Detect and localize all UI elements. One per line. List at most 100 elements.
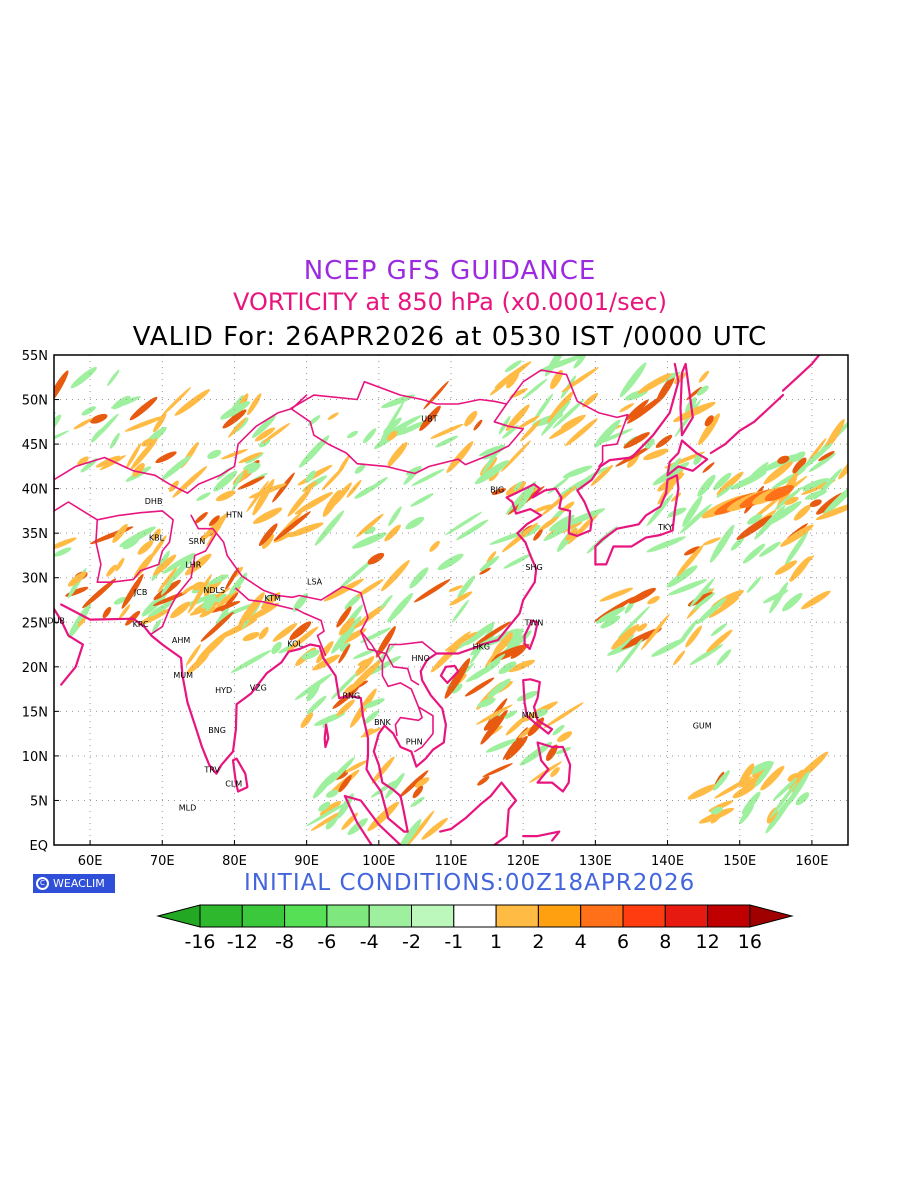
vorticity-blob xyxy=(617,605,651,639)
vorticity-blob xyxy=(338,617,355,636)
vorticity-blob xyxy=(379,594,393,610)
legend-swatch xyxy=(411,904,455,928)
vorticity-blob xyxy=(516,690,539,702)
vorticity-blob xyxy=(503,553,533,569)
vorticity-blob xyxy=(482,763,513,778)
vorticity-blob xyxy=(683,546,701,556)
legend-swatch xyxy=(326,904,370,928)
vorticity-blob xyxy=(739,805,754,825)
city-label-dub: DUB xyxy=(47,616,65,625)
lon-tick-label: 80E xyxy=(222,854,247,869)
vorticity-blob xyxy=(668,579,708,596)
vorticity-blob xyxy=(429,540,440,552)
vorticity-blob xyxy=(124,415,165,432)
vorticity-blob xyxy=(345,760,368,773)
vorticity-blob xyxy=(474,460,509,485)
vorticity-blob xyxy=(81,406,96,416)
vorticity-blob xyxy=(228,572,248,596)
vorticity-blob xyxy=(82,578,117,609)
vorticity-blob xyxy=(494,361,532,389)
vorticity-blob xyxy=(375,626,396,658)
lon-tick-label: 110E xyxy=(434,854,467,869)
vorticity-blob xyxy=(697,474,716,497)
lat-lon-grid xyxy=(54,355,848,845)
country-border xyxy=(95,510,174,583)
vorticity-blob xyxy=(709,524,735,563)
vorticity-blob xyxy=(557,731,573,743)
vorticity-blob xyxy=(808,452,836,473)
city-label-dhb: DHB xyxy=(145,497,163,506)
legend-arrow-high xyxy=(749,904,794,928)
vorticity-blob xyxy=(183,593,217,608)
vorticity-blob xyxy=(689,644,724,666)
vorticity-blob xyxy=(538,355,583,373)
vorticity-blob xyxy=(627,453,640,468)
vorticity-blob xyxy=(706,629,733,653)
lat-tick-label: 10N xyxy=(22,750,48,765)
vorticity-blob xyxy=(801,590,831,610)
vorticity-blob xyxy=(354,464,366,474)
vorticity-blob xyxy=(505,404,530,431)
vorticity-blob xyxy=(656,375,675,403)
vorticity-blob xyxy=(126,443,142,469)
country-border xyxy=(385,652,420,686)
city-label-mum: MUM xyxy=(173,671,193,680)
vorticity-blob xyxy=(367,801,400,832)
lat-tick-label: 30N xyxy=(22,572,48,587)
vorticity-blob xyxy=(161,455,191,481)
vorticity-blob xyxy=(121,573,144,609)
vorticity-blob xyxy=(411,468,445,486)
vorticity-blob xyxy=(619,627,662,650)
lon-tick-label: 60E xyxy=(78,854,103,869)
vorticity-blob xyxy=(147,600,174,618)
vorticity-blob xyxy=(325,814,339,830)
vorticity-blob xyxy=(765,501,802,526)
coastline xyxy=(666,439,709,477)
vorticity-blob xyxy=(365,477,388,494)
vorticity-blob xyxy=(54,414,62,443)
vorticity-blob xyxy=(397,819,422,845)
vorticity-blob xyxy=(371,756,395,784)
vorticity-blob xyxy=(473,653,506,680)
vorticity-blob xyxy=(351,532,387,549)
vorticity-blob xyxy=(804,489,827,500)
vorticity-blob xyxy=(414,777,430,788)
vorticity-blob xyxy=(251,415,276,439)
country-border xyxy=(505,369,629,468)
vorticity-blob xyxy=(626,394,666,424)
vorticity-blob xyxy=(305,470,316,483)
vorticity-blob xyxy=(473,419,483,431)
axis-ticks: 60E 70E 80E 90E 100E 110E 120E 130E 140E 150E 160E… xyxy=(22,349,829,869)
vorticity-blob xyxy=(350,688,377,728)
lat-tick-label: 55N xyxy=(22,349,48,364)
vorticity-blob xyxy=(412,785,424,799)
country-border xyxy=(360,630,387,664)
vorticity-blob xyxy=(347,818,368,836)
vorticity-blob xyxy=(540,400,571,436)
city-label-gum: GUM xyxy=(693,722,712,731)
vorticity-blob xyxy=(780,524,814,547)
vorticity-blob xyxy=(405,810,435,845)
vorticity-blob xyxy=(137,540,154,555)
vorticity-blob xyxy=(396,420,428,436)
vorticity-blob xyxy=(338,558,375,590)
vorticity-blob xyxy=(273,511,311,542)
vorticity-blob xyxy=(208,574,229,585)
vorticity-blob xyxy=(362,728,374,738)
vorticity-blob xyxy=(170,601,191,619)
vorticity-blob xyxy=(640,613,670,651)
legend-swatch xyxy=(495,904,539,928)
vorticity-blob xyxy=(220,401,251,420)
vorticity-blob xyxy=(205,595,216,612)
vorticity-blob xyxy=(288,522,324,538)
vorticity-blob xyxy=(152,591,189,607)
vorticity-blob xyxy=(774,560,798,575)
vorticity-blob xyxy=(448,585,463,592)
legend-label: 8 xyxy=(659,931,671,953)
vorticity-blob xyxy=(492,632,513,657)
city-label-lsa: LSA xyxy=(307,577,323,586)
vorticity-blob xyxy=(702,537,721,546)
vorticity-blob xyxy=(286,626,319,652)
vorticity-blob xyxy=(677,619,698,646)
vorticity-blob xyxy=(186,652,210,675)
